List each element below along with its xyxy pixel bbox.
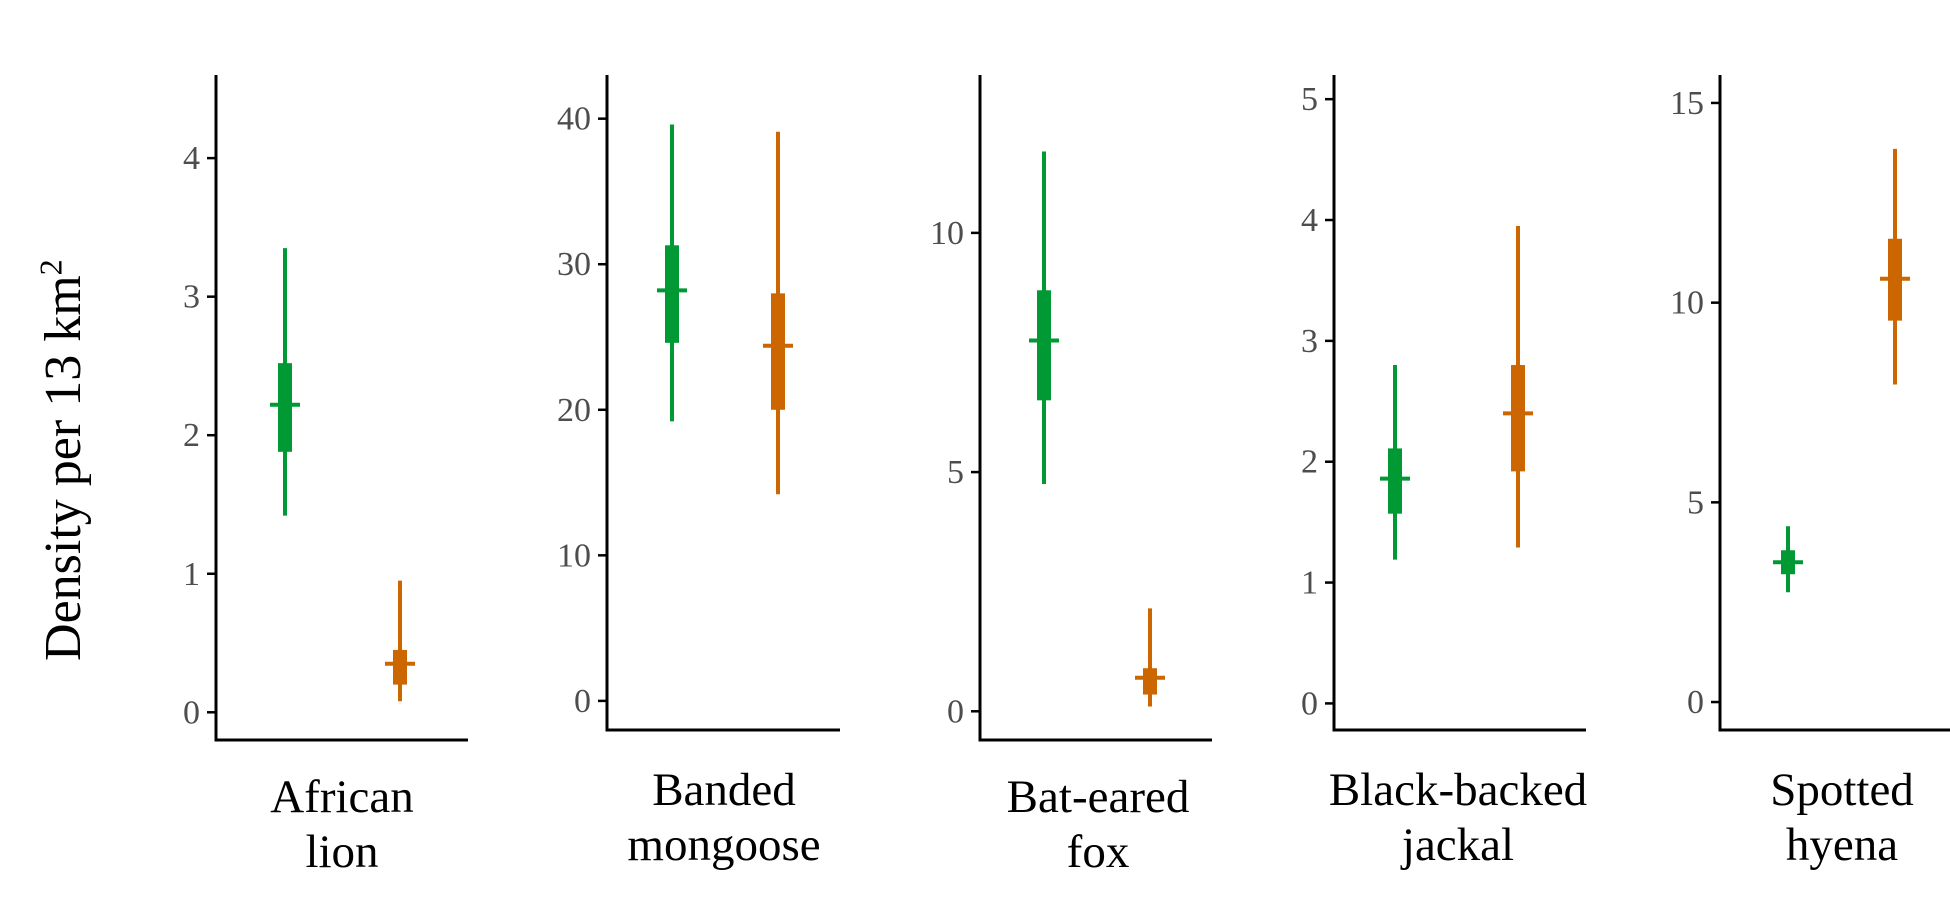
facet-label-bat-eared-fox: Bat-eared fox — [948, 770, 1248, 880]
y-tick-label: 3 — [183, 279, 200, 316]
y-tick-label: 3 — [1301, 323, 1318, 360]
facet-label-spotted-hyena: Spotted hyena — [1692, 763, 1950, 873]
y-tick-label: 0 — [1687, 684, 1704, 721]
inner-interval — [393, 649, 407, 685]
y-tick-label: 40 — [557, 101, 591, 138]
inner-interval — [278, 363, 292, 452]
facet-label-line: fox — [1066, 826, 1130, 878]
y-tick-label: 5 — [1301, 81, 1318, 118]
y-tick-label: 0 — [947, 693, 964, 730]
facet-label-line: lion — [305, 826, 379, 878]
y-tick-label: 1 — [183, 556, 200, 593]
y-tick-label: 5 — [1687, 484, 1704, 521]
facet-label-african-lion: African lion — [192, 770, 492, 880]
y-tick-label: 4 — [1301, 202, 1318, 239]
facet-label-line: Black-backed — [1328, 764, 1588, 816]
y-tick-label: 10 — [1670, 285, 1704, 322]
y-tick-label: 2 — [1301, 444, 1318, 481]
y-tick-label: 20 — [557, 392, 591, 429]
y-tick-label: 5 — [947, 454, 964, 491]
facet-label-line: Spotted — [1770, 764, 1914, 816]
y-tick-label: 0 — [574, 683, 591, 720]
y-tick-label: 15 — [1670, 85, 1704, 122]
y-tick-label: 1 — [1301, 565, 1318, 602]
inner-interval — [771, 293, 785, 410]
y-tick-label: 2 — [183, 417, 200, 454]
inner-interval — [1388, 448, 1402, 514]
y-tick-label: 30 — [557, 246, 591, 283]
inner-interval — [665, 245, 679, 343]
y-tick-label: 4 — [183, 140, 200, 177]
facet-label-black-backed-jackal: Black-backed jackal — [1308, 763, 1608, 873]
y-tick-label: 0 — [1301, 685, 1318, 722]
facet-label-line: Bat-eared — [1006, 771, 1190, 823]
inner-interval — [1037, 290, 1051, 401]
y-tick-label: 10 — [930, 215, 964, 252]
inner-interval — [1143, 668, 1157, 695]
y-tick-label: 10 — [557, 537, 591, 574]
inner-interval — [1511, 365, 1525, 472]
facet-label-banded-mongoose: Banded mongoose — [574, 763, 874, 873]
facet-label-line: Banded — [652, 764, 796, 816]
facet-label-line: hyena — [1785, 819, 1899, 871]
facet-label-line: African — [270, 771, 414, 823]
y-tick-label: 0 — [183, 694, 200, 731]
facet-label-line: jackal — [1401, 819, 1515, 871]
facet-label-line: mongoose — [627, 819, 821, 871]
